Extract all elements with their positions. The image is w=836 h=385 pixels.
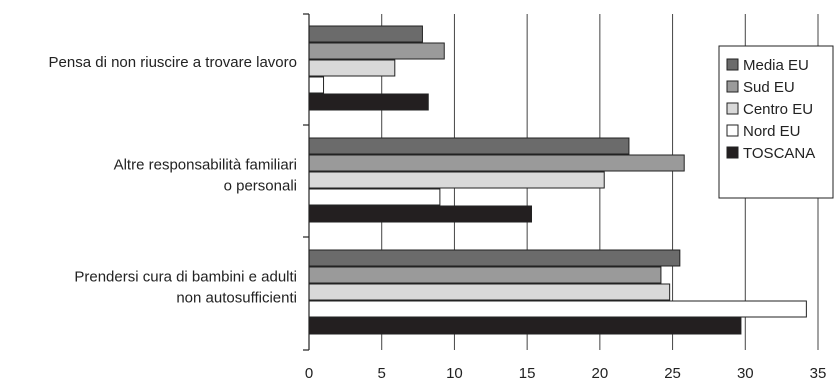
legend-label-nord-eu: Nord EU <box>743 123 801 140</box>
legend-swatch-media-eu <box>726 58 739 71</box>
x-tick-label-30: 30 <box>737 365 754 382</box>
x-tick-label-0: 0 <box>305 365 313 382</box>
bar-toscana-0 <box>308 93 429 111</box>
bar-toscana-1 <box>308 205 533 223</box>
legend-label-toscana: TOSCANA <box>743 145 815 162</box>
legend-swatch-nord-eu <box>726 124 739 137</box>
legend-swatch-centro-eu <box>726 102 739 115</box>
bar-nord-eu-2 <box>308 300 807 318</box>
bar-media-eu-0 <box>308 25 423 43</box>
bar-nord-eu-1 <box>308 188 441 206</box>
x-tick-label-15: 15 <box>519 365 536 382</box>
bar-media-eu-2 <box>308 249 681 267</box>
bar-sud-eu-0 <box>308 42 445 60</box>
x-tick-label-35: 35 <box>810 365 827 382</box>
bar-centro-eu-1 <box>308 171 605 189</box>
x-tick-label-25: 25 <box>664 365 681 382</box>
bar-media-eu-1 <box>308 137 630 155</box>
bar-sud-eu-2 <box>308 266 662 284</box>
y-axis <box>303 13 310 351</box>
category-label-2-1: non autosufficienti <box>176 290 297 307</box>
x-tick-label-5: 5 <box>378 365 386 382</box>
bar-centro-eu-0 <box>308 59 396 77</box>
category-label-1-0: Altre responsabilità familiari <box>114 157 297 174</box>
bar-centro-eu-2 <box>308 283 671 301</box>
legend-label-media-eu: Media EU <box>743 57 809 74</box>
bar-sud-eu-1 <box>308 154 685 172</box>
legend-swatch-toscana <box>726 146 739 159</box>
bar-nord-eu-0 <box>308 76 325 94</box>
legend-swatch-sud-eu <box>726 80 739 93</box>
bars <box>308 25 807 335</box>
bar-toscana-2 <box>308 317 742 335</box>
legend-box <box>718 45 834 199</box>
category-label-0-0: Pensa di non riuscire a trovare lavoro <box>49 54 297 71</box>
x-tick-labels: 0 5 10 15 20 25 30 35 <box>305 365 827 382</box>
x-tick-label-20: 20 <box>592 365 609 382</box>
category-labels: Pensa di non riuscire a trovare lavoro Al… <box>49 54 297 307</box>
category-label-1-1: o personali <box>224 178 297 195</box>
legend-label-centro-eu: Centro EU <box>743 101 813 118</box>
legend-label-sud-eu: Sud EU <box>743 79 795 96</box>
legend: Media EU Sud EU Centro EU Nord EU TOSCANA <box>718 45 834 199</box>
category-label-2-0: Prendersi cura di bambini e adulti <box>74 269 297 286</box>
x-tick-label-10: 10 <box>446 365 463 382</box>
